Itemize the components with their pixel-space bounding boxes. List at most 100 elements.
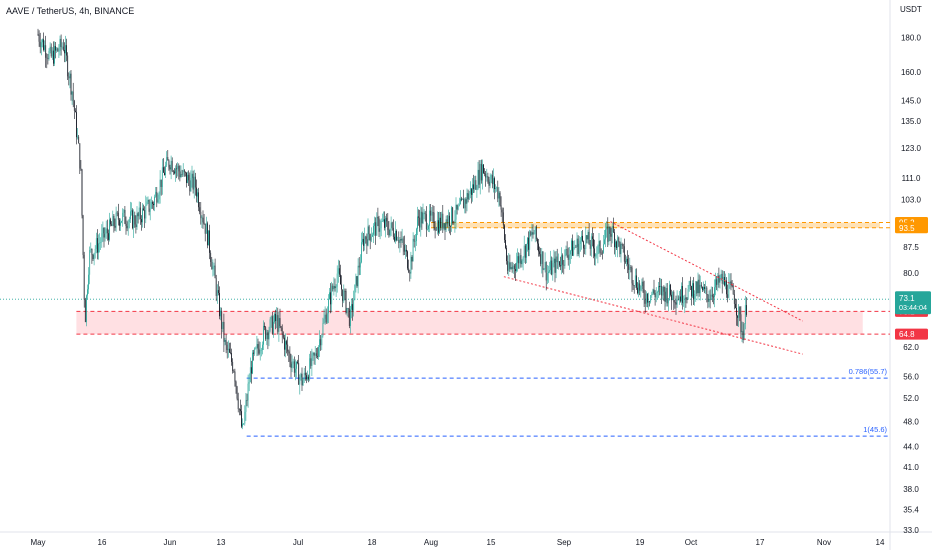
- candle-body: [541, 251, 543, 264]
- candle-body: [144, 210, 146, 219]
- candle-body: [155, 191, 157, 197]
- candle-body: [574, 246, 576, 248]
- candle-body: [443, 223, 445, 229]
- candle-body: [186, 172, 187, 183]
- candle-body: [92, 254, 94, 260]
- candle-body: [409, 271, 411, 274]
- candle-body: [713, 296, 714, 298]
- candle-body: [429, 210, 430, 226]
- candle-body: [432, 212, 434, 214]
- candle-body: [431, 212, 433, 216]
- candle-body: [359, 262, 361, 268]
- candle-body: [187, 174, 188, 183]
- candle-body: [110, 219, 111, 225]
- candle-body: [78, 136, 80, 144]
- candle-body: [47, 58, 49, 59]
- candle-body: [660, 285, 661, 287]
- candle-body: [55, 46, 56, 51]
- candle-body: [661, 285, 663, 296]
- candle-body: [248, 382, 250, 384]
- candle-body: [578, 243, 580, 255]
- candle-body: [534, 226, 536, 234]
- candle-body: [67, 55, 69, 77]
- candle-body: [230, 352, 231, 354]
- candle-body: [408, 268, 410, 272]
- candle-body: [384, 219, 385, 228]
- candle-body: [177, 165, 179, 169]
- candle-body: [277, 315, 279, 332]
- candle-body: [671, 294, 672, 301]
- candle-body: [519, 255, 521, 264]
- candle-body: [233, 371, 235, 372]
- candle-body: [59, 38, 61, 51]
- candle-body: [339, 268, 340, 275]
- candle-body: [102, 227, 104, 234]
- candle-body: [524, 245, 526, 258]
- candle-body: [571, 240, 572, 251]
- candle-body: [663, 286, 665, 292]
- candle-body: [190, 178, 192, 192]
- candle-body: [548, 271, 549, 273]
- candle-body: [607, 226, 609, 242]
- candle-body: [201, 217, 203, 219]
- candle-body: [576, 238, 578, 247]
- candle-body: [484, 173, 485, 174]
- candle-body: [105, 228, 107, 234]
- candle-body: [194, 176, 196, 188]
- candle-body: [232, 361, 234, 372]
- candle-body: [266, 332, 268, 340]
- candle-body: [394, 236, 395, 241]
- candle-body: [252, 352, 253, 374]
- candle-body: [669, 284, 670, 299]
- candle-body: [280, 326, 282, 328]
- candle-body: [662, 286, 664, 296]
- candle-body: [553, 258, 555, 264]
- candle-body: [328, 299, 329, 314]
- candle-body: [139, 207, 141, 220]
- candle-body: [83, 254, 85, 300]
- candle-body: [89, 249, 91, 275]
- candle-body: [538, 243, 539, 252]
- currency-label: USDT: [900, 5, 922, 14]
- candle-body: [136, 213, 138, 228]
- candle-body: [198, 192, 199, 208]
- candle-body: [117, 212, 119, 220]
- candle-body: [318, 347, 319, 357]
- candle-body: [329, 292, 330, 300]
- candle-body: [689, 280, 691, 287]
- candle-body: [325, 314, 327, 323]
- candle-body: [495, 188, 496, 190]
- candle-body: [130, 211, 131, 220]
- candle-body: [463, 198, 465, 209]
- candle-body: [81, 169, 83, 216]
- candle-body: [276, 315, 278, 322]
- candle-body: [695, 281, 697, 295]
- candle-body: [259, 350, 261, 354]
- candle-body: [278, 318, 280, 332]
- candle-body: [192, 173, 194, 190]
- candle-body: [597, 246, 599, 254]
- candle-body: [309, 358, 311, 380]
- candle-body: [87, 289, 88, 296]
- candle-body: [241, 411, 242, 427]
- candle-body: [647, 293, 648, 303]
- candle-body: [666, 288, 668, 304]
- candle-body: [405, 249, 406, 252]
- candle-body: [306, 375, 307, 380]
- candle-body: [156, 191, 158, 203]
- candle-body: [706, 287, 708, 295]
- candle-body: [254, 348, 256, 354]
- y-tick-label: 103.0: [901, 196, 922, 205]
- candle-body: [743, 324, 745, 340]
- candle-body: [94, 248, 96, 254]
- candle-body: [556, 256, 558, 263]
- candle-body: [95, 238, 97, 249]
- candle-body: [159, 179, 161, 195]
- candle-body: [346, 308, 348, 313]
- last-price-box: [895, 291, 931, 315]
- candle-body: [69, 73, 71, 79]
- wedge-line-1: [503, 276, 803, 355]
- y-tick-label: 33.0: [903, 526, 919, 535]
- candle-body: [213, 265, 215, 267]
